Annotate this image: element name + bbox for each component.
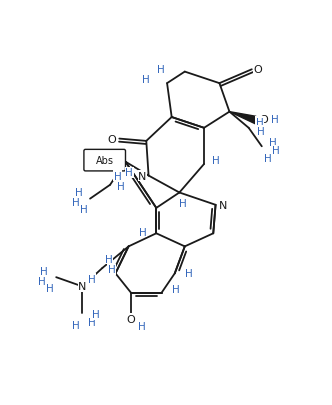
Text: H: H — [105, 254, 113, 264]
Text: H: H — [271, 114, 279, 124]
Text: Abs: Abs — [96, 156, 114, 166]
Text: H: H — [269, 137, 277, 147]
Text: H: H — [212, 156, 219, 166]
Text: H: H — [138, 322, 145, 332]
Text: H: H — [114, 171, 122, 181]
Text: O: O — [107, 134, 116, 144]
Text: H: H — [257, 127, 265, 136]
Text: H: H — [157, 65, 165, 75]
Text: H: H — [172, 284, 179, 294]
FancyBboxPatch shape — [84, 150, 125, 171]
Text: H: H — [125, 168, 133, 178]
Text: H: H — [108, 265, 116, 275]
Text: H: H — [179, 199, 187, 209]
Text: H: H — [142, 75, 149, 85]
Text: H: H — [185, 269, 193, 279]
Text: H: H — [92, 309, 100, 320]
Text: H: H — [117, 182, 125, 192]
Text: O: O — [126, 314, 135, 324]
Text: H: H — [88, 317, 96, 327]
Text: O: O — [254, 65, 262, 75]
Text: H: H — [40, 266, 48, 276]
Text: H: H — [72, 198, 80, 208]
Text: H: H — [75, 188, 82, 198]
Text: H: H — [264, 153, 272, 164]
Polygon shape — [229, 112, 256, 125]
Text: H: H — [88, 274, 96, 284]
Text: N: N — [219, 200, 227, 210]
Text: N: N — [78, 282, 87, 292]
Text: H: H — [72, 320, 80, 330]
Text: H: H — [272, 146, 280, 156]
Text: H: H — [39, 276, 46, 286]
Text: H: H — [46, 283, 54, 293]
Text: H: H — [138, 227, 146, 237]
Text: N: N — [138, 171, 147, 181]
Text: O: O — [260, 114, 269, 124]
Text: H: H — [80, 205, 88, 215]
Text: H: H — [256, 117, 263, 127]
